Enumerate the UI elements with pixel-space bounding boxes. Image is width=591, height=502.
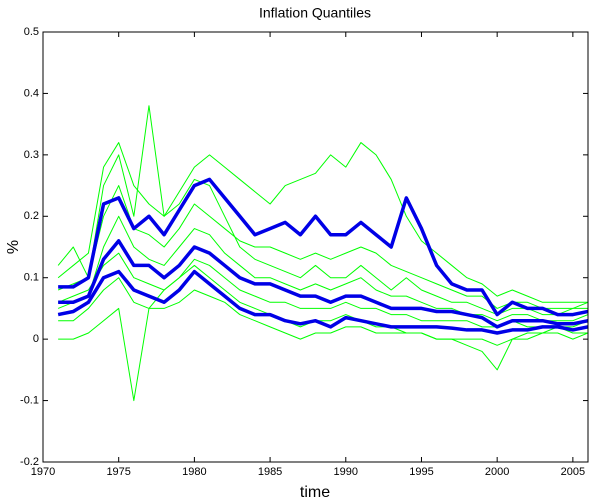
x-tick-label: 1990	[334, 466, 358, 478]
series-line	[58, 277, 588, 346]
chart-title: Inflation Quantiles	[259, 5, 371, 21]
y-tick-label: 0.1	[24, 272, 39, 284]
y-tick-label: 0.2	[24, 210, 39, 222]
series-line	[58, 239, 588, 329]
y-tick-label: 0.4	[24, 87, 39, 99]
y-tick-label: -0.1	[20, 394, 39, 406]
series-line	[57, 215, 588, 322]
y-axis-label: %	[5, 240, 22, 254]
series-line	[57, 105, 588, 316]
x-tick-label: 2005	[561, 466, 585, 478]
y-tick-label: 0	[33, 333, 39, 345]
x-tick-label: 1995	[409, 466, 433, 478]
x-tick-label: 1980	[182, 466, 206, 478]
x-tick-label: 1985	[258, 466, 282, 478]
x-tick-label: 2000	[485, 466, 509, 478]
series-line	[58, 177, 588, 317]
x-axis-label: time	[300, 484, 330, 501]
series-line	[57, 269, 588, 335]
x-tick-label: 1975	[106, 466, 130, 478]
series-line	[58, 264, 588, 402]
series-line	[57, 185, 588, 309]
x-tick-label: 1970	[31, 466, 55, 478]
y-tick-label: 0.5	[24, 26, 39, 38]
y-tick-label: 0.3	[24, 149, 39, 161]
plot-frame	[42, 31, 589, 463]
y-tick-label: -0.2	[20, 456, 39, 468]
series-line	[57, 142, 588, 303]
